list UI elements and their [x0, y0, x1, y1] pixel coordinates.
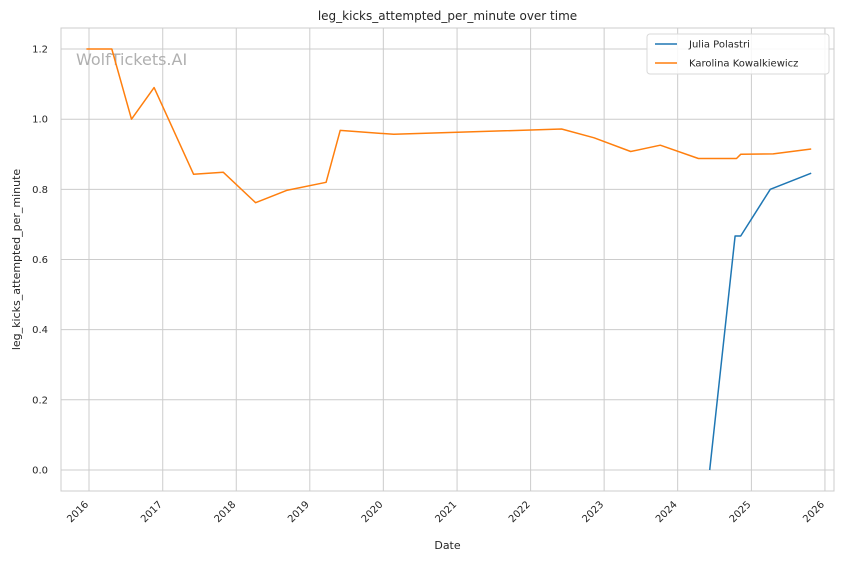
x-tick-label: 2017 — [139, 499, 165, 525]
legend-label: Karolina Kowalkiewicz — [689, 59, 798, 70]
series-line — [708, 172, 812, 471]
y-tick-label: 1.2 — [32, 45, 48, 56]
y-tick-label: 0.2 — [32, 395, 48, 406]
watermark: WolfTickets.AI — [76, 50, 187, 69]
x-tick-label: 2019 — [286, 499, 312, 525]
series-line — [86, 48, 812, 204]
legend-label: Julia Polastri — [688, 40, 750, 51]
y-axis-label: leg_kicks_attempted_per_minute — [10, 169, 23, 351]
x-axis-ticks: 2016 2017 2018 2019 2020 2021 2022 2023 2024 2025… — [65, 499, 827, 525]
x-tick-label: 2021 — [433, 499, 459, 525]
x-tick-label: 2024 — [654, 499, 680, 525]
x-tick-label: 2020 — [360, 499, 386, 525]
y-tick-label: 1.0 — [32, 115, 48, 126]
y-tick-label: 0.0 — [32, 465, 48, 476]
legend: Julia Polastri Karolina Kowalkiewicz — [646, 33, 830, 75]
plot-area — [60, 27, 835, 492]
y-tick-label: 0.4 — [32, 325, 48, 336]
x-tick-label: 2018 — [213, 499, 239, 525]
grid — [61, 28, 834, 491]
x-axis-label: Date — [434, 539, 461, 552]
x-tick-label: 2016 — [65, 499, 91, 525]
y-tick-label: 0.8 — [32, 185, 48, 196]
series-lines — [86, 48, 812, 471]
y-axis-ticks: 0.0 0.2 0.4 0.6 0.8 1.0 1.2 — [32, 45, 48, 477]
legend-box — [646, 33, 830, 75]
x-tick-label: 2023 — [580, 499, 606, 525]
x-tick-label: 2022 — [507, 499, 533, 525]
y-tick-label: 0.6 — [32, 255, 48, 266]
x-tick-label: 2026 — [801, 499, 827, 525]
x-tick-label: 2025 — [728, 499, 754, 525]
chart-title: leg_kicks_attempted_per_minute over time — [318, 9, 577, 23]
